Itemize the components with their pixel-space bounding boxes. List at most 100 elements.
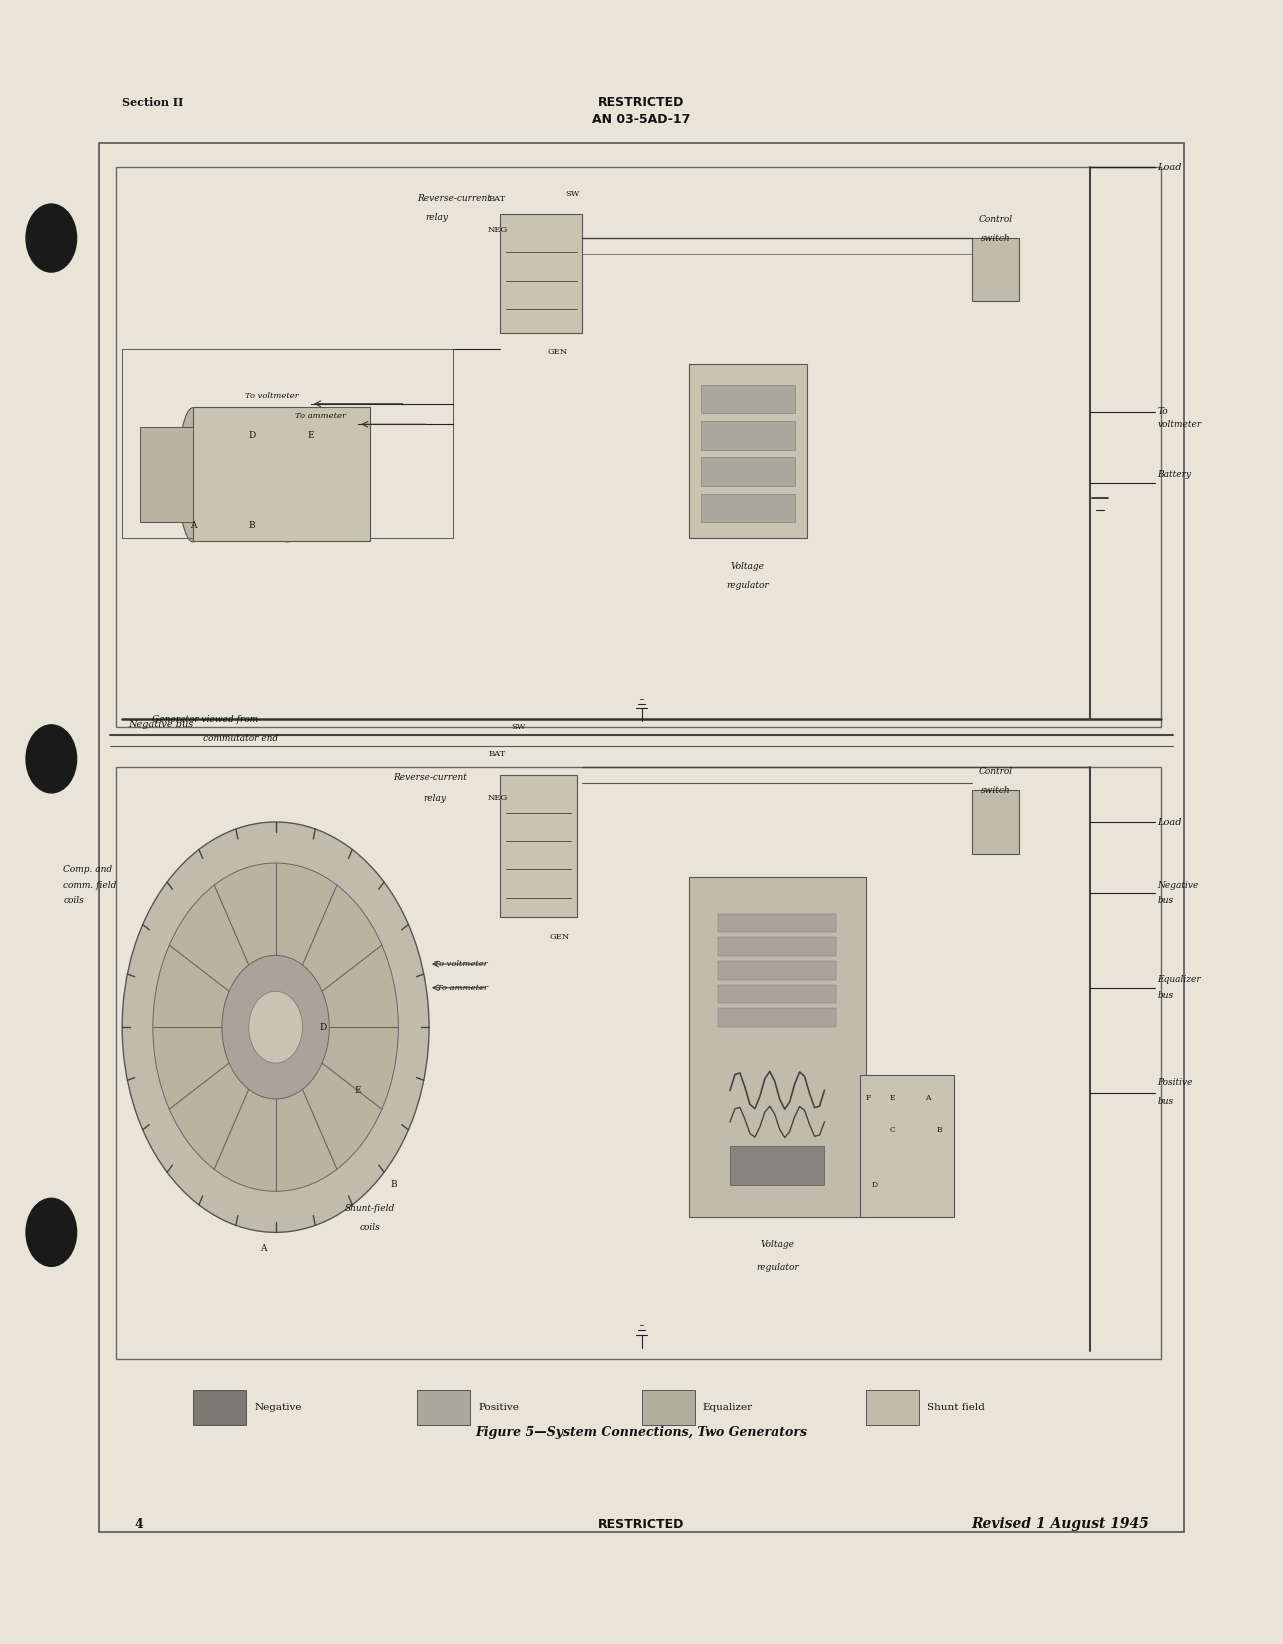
- Text: Positive: Positive: [479, 1402, 520, 1412]
- Bar: [718, 960, 837, 980]
- Bar: [500, 214, 582, 332]
- Text: B: B: [390, 1180, 396, 1190]
- Text: voltmeter: voltmeter: [1157, 419, 1201, 429]
- Text: Equalizer: Equalizer: [703, 1402, 753, 1412]
- Text: BAT: BAT: [488, 750, 506, 758]
- Text: Shunt-field: Shunt-field: [345, 1203, 395, 1213]
- Text: Section II: Section II: [122, 97, 183, 109]
- Bar: [117, 168, 1161, 727]
- Bar: [689, 878, 866, 1217]
- Text: Comp. and: Comp. and: [63, 865, 112, 875]
- Bar: [500, 774, 576, 917]
- Circle shape: [980, 250, 1011, 289]
- Text: Revised 1 August 1945: Revised 1 August 1945: [971, 1517, 1150, 1531]
- Text: To voltmeter: To voltmeter: [245, 391, 299, 399]
- Text: relay: relay: [423, 794, 446, 802]
- Bar: [718, 1008, 837, 1028]
- Text: Voltage: Voltage: [761, 1241, 794, 1249]
- Text: Shunt field: Shunt field: [928, 1402, 985, 1412]
- Text: Control: Control: [979, 768, 1012, 776]
- Bar: [689, 365, 807, 538]
- Text: GEN: GEN: [549, 934, 570, 942]
- Bar: [860, 1075, 955, 1217]
- Text: bus: bus: [1157, 1097, 1174, 1106]
- Text: A: A: [925, 1095, 930, 1101]
- Text: RESTRICTED: RESTRICTED: [598, 95, 685, 109]
- Bar: [122, 349, 453, 538]
- Bar: [417, 1391, 471, 1425]
- Text: NEG: NEG: [488, 227, 508, 233]
- Text: D: D: [871, 1180, 878, 1189]
- Bar: [701, 457, 795, 487]
- Text: To ammeter: To ammeter: [438, 983, 488, 991]
- Circle shape: [980, 802, 1011, 842]
- Ellipse shape: [255, 408, 319, 543]
- Text: bus: bus: [1157, 991, 1174, 1000]
- Text: Equalizer: Equalizer: [1157, 975, 1201, 985]
- Text: NEG: NEG: [488, 794, 508, 802]
- Text: Voltage: Voltage: [731, 562, 765, 570]
- Ellipse shape: [178, 408, 208, 543]
- Text: B: B: [249, 521, 255, 529]
- Text: Load: Load: [1157, 817, 1182, 827]
- Text: regulator: regulator: [756, 1263, 798, 1271]
- Bar: [866, 1391, 919, 1425]
- Bar: [730, 1146, 825, 1185]
- Text: RESTRICTED: RESTRICTED: [598, 1517, 685, 1531]
- Text: commutator end: commutator end: [203, 733, 277, 743]
- Bar: [99, 143, 1184, 1532]
- Bar: [642, 1391, 694, 1425]
- Circle shape: [898, 1093, 916, 1118]
- Text: Figure 5—System Connections, Two Generators: Figure 5—System Connections, Two Generat…: [476, 1427, 807, 1438]
- Text: bus: bus: [1157, 896, 1174, 906]
- Bar: [973, 238, 1019, 301]
- Text: 4: 4: [133, 1517, 142, 1531]
- Text: AN 03-5AD-17: AN 03-5AD-17: [593, 113, 690, 127]
- Text: regulator: regulator: [726, 580, 769, 590]
- Text: coils: coils: [63, 896, 83, 906]
- Bar: [973, 791, 1019, 853]
- Bar: [117, 766, 1161, 1358]
- Text: C: C: [889, 1126, 896, 1134]
- Text: Negative: Negative: [1157, 881, 1198, 889]
- Ellipse shape: [122, 822, 429, 1233]
- Ellipse shape: [249, 991, 303, 1064]
- Bar: [192, 1391, 246, 1425]
- Text: To: To: [1157, 408, 1168, 416]
- Text: SW: SW: [512, 723, 526, 732]
- Circle shape: [26, 1197, 77, 1268]
- Text: SW: SW: [565, 189, 580, 197]
- Text: GEN: GEN: [547, 347, 567, 355]
- Text: Load: Load: [1157, 163, 1182, 171]
- Text: B: B: [937, 1126, 942, 1134]
- Text: comm. field: comm. field: [63, 881, 117, 889]
- Circle shape: [928, 1093, 946, 1118]
- Text: To ammeter: To ammeter: [295, 413, 346, 421]
- Bar: [701, 421, 795, 449]
- Text: D: D: [249, 431, 255, 441]
- Bar: [140, 427, 192, 523]
- Text: BAT: BAT: [488, 194, 506, 202]
- Bar: [718, 914, 837, 932]
- Text: Battery: Battery: [1157, 470, 1192, 480]
- Circle shape: [26, 723, 77, 794]
- Text: A: A: [190, 521, 196, 529]
- Text: switch: switch: [980, 233, 1011, 243]
- Text: switch: switch: [980, 786, 1011, 796]
- Text: F: F: [866, 1095, 871, 1101]
- Circle shape: [869, 1133, 887, 1157]
- Text: Reverse-current: Reverse-current: [417, 194, 491, 204]
- Text: Negative bus: Negative bus: [128, 720, 194, 728]
- Text: Reverse-current: Reverse-current: [394, 773, 467, 783]
- Text: D: D: [319, 1023, 326, 1032]
- Text: E: E: [308, 431, 314, 441]
- Bar: [192, 408, 370, 541]
- Text: Generator viewed from: Generator viewed from: [151, 715, 258, 723]
- Text: relay: relay: [426, 214, 449, 222]
- Circle shape: [26, 204, 77, 273]
- Bar: [701, 385, 795, 413]
- Text: E: E: [889, 1095, 894, 1101]
- Ellipse shape: [153, 863, 398, 1192]
- Text: E: E: [355, 1085, 362, 1095]
- Bar: [718, 985, 837, 1003]
